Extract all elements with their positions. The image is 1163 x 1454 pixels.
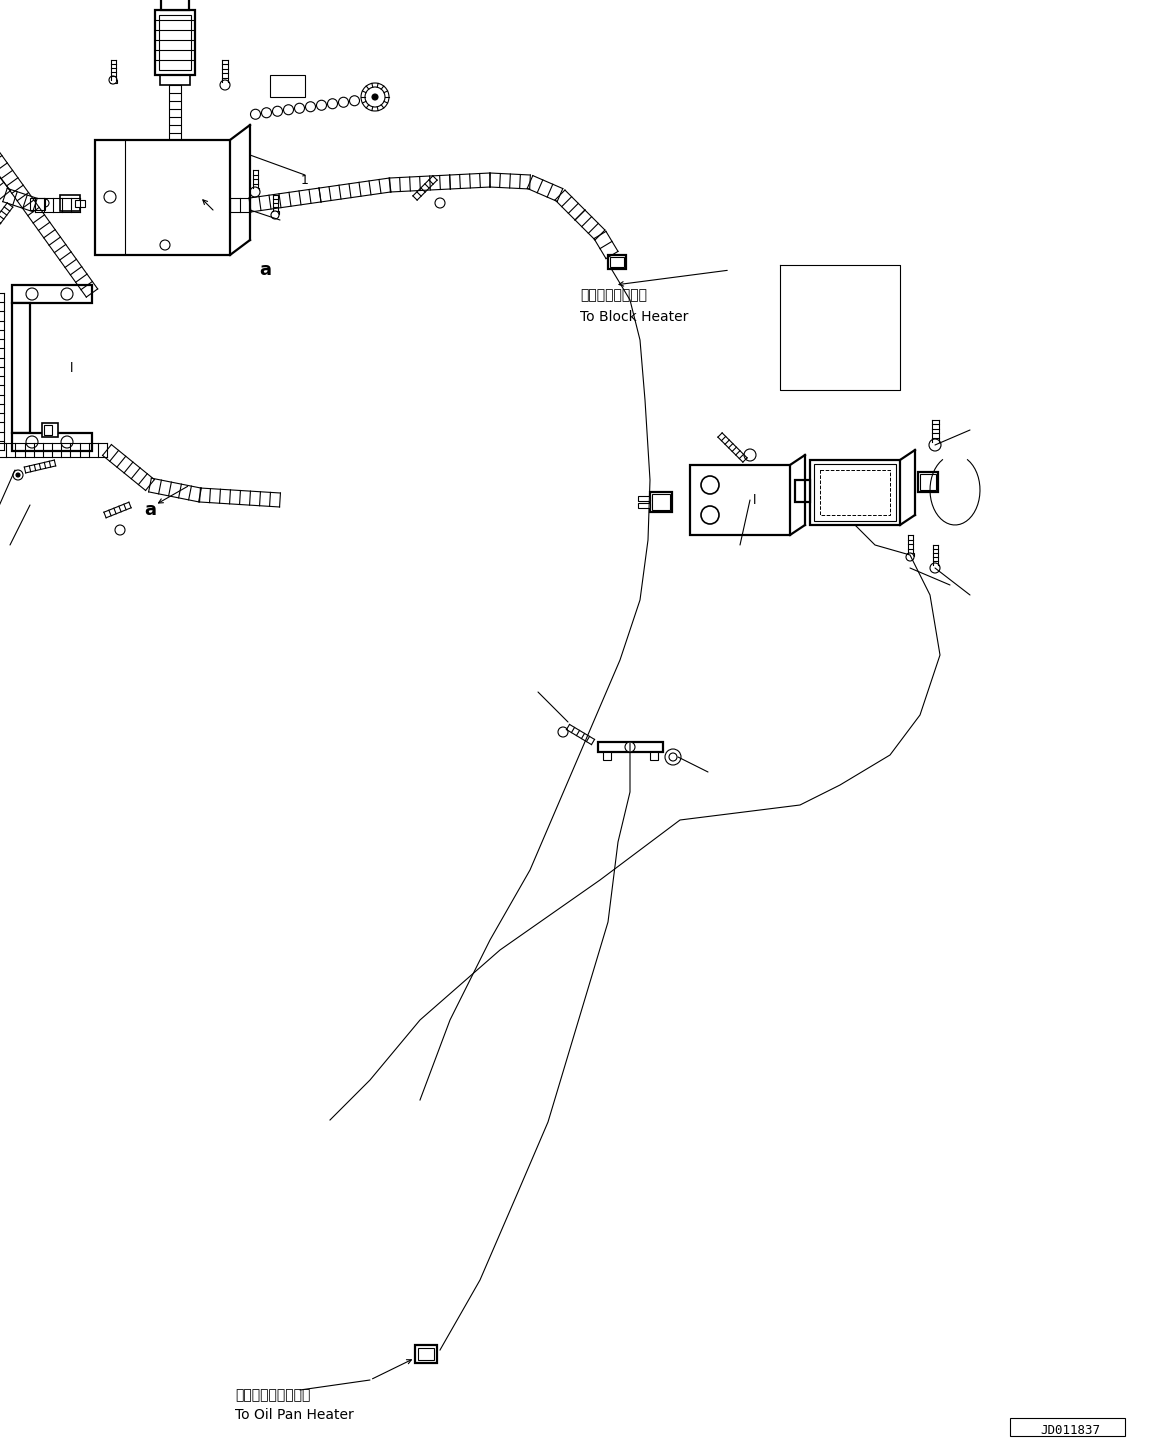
Text: JD011837: JD011837: [1040, 1423, 1100, 1437]
Circle shape: [372, 95, 378, 100]
Circle shape: [26, 436, 38, 448]
Circle shape: [338, 97, 349, 108]
Circle shape: [669, 753, 677, 760]
Circle shape: [701, 475, 719, 494]
Circle shape: [60, 436, 73, 448]
Bar: [650, 491, 672, 512]
Circle shape: [250, 188, 261, 196]
Bar: [918, 473, 939, 491]
Circle shape: [160, 240, 170, 250]
Bar: [12, 302, 30, 433]
Circle shape: [271, 211, 279, 220]
Circle shape: [26, 288, 38, 300]
Bar: [930, 442, 940, 445]
Bar: [820, 470, 890, 515]
Circle shape: [272, 106, 283, 116]
Bar: [920, 474, 936, 490]
Text: a: a: [259, 262, 271, 279]
Bar: [109, 80, 116, 83]
Bar: [638, 503, 650, 507]
Circle shape: [558, 727, 568, 737]
Circle shape: [220, 80, 230, 90]
Circle shape: [625, 742, 635, 752]
Bar: [44, 425, 52, 435]
Circle shape: [284, 105, 293, 115]
Bar: [690, 465, 790, 535]
Bar: [74, 201, 85, 206]
Text: l: l: [70, 362, 73, 375]
Circle shape: [906, 553, 914, 561]
Circle shape: [744, 449, 756, 461]
Bar: [12, 433, 92, 451]
Text: To Oil Pan Heater: To Oil Pan Heater: [235, 1407, 354, 1422]
Bar: [602, 752, 611, 760]
Bar: [60, 195, 80, 211]
Bar: [12, 285, 92, 302]
Bar: [608, 254, 626, 269]
Bar: [221, 81, 229, 84]
Circle shape: [316, 100, 327, 111]
Bar: [418, 1348, 434, 1359]
Circle shape: [109, 76, 117, 84]
Circle shape: [306, 102, 315, 112]
Bar: [809, 459, 900, 525]
Circle shape: [104, 190, 116, 204]
Bar: [160, 76, 190, 84]
Circle shape: [930, 563, 940, 573]
Bar: [906, 553, 913, 555]
Bar: [598, 742, 663, 752]
Bar: [271, 211, 278, 214]
Bar: [42, 423, 58, 438]
Circle shape: [41, 199, 49, 206]
Circle shape: [350, 96, 359, 106]
Bar: [251, 188, 258, 190]
Circle shape: [115, 525, 124, 535]
Bar: [95, 140, 230, 254]
Bar: [30, 198, 45, 209]
Bar: [270, 76, 305, 97]
Text: 1: 1: [301, 173, 309, 186]
Text: a: a: [144, 502, 156, 519]
Circle shape: [13, 470, 23, 480]
Bar: [932, 566, 939, 567]
Bar: [814, 464, 896, 521]
Circle shape: [60, 288, 73, 300]
Text: オイルパンヒータヘ: オイルパンヒータヘ: [235, 1389, 311, 1402]
Bar: [650, 752, 658, 760]
Circle shape: [929, 439, 941, 451]
Text: ブロックヒータヘ: ブロックヒータヘ: [580, 288, 647, 302]
Bar: [155, 10, 195, 76]
Circle shape: [665, 749, 682, 765]
Text: l: l: [754, 493, 757, 506]
Bar: [795, 480, 809, 502]
Text: To Block Heater: To Block Heater: [580, 310, 688, 324]
Bar: [611, 257, 625, 268]
Bar: [159, 15, 191, 70]
Bar: [652, 494, 670, 510]
Circle shape: [435, 198, 445, 208]
Circle shape: [361, 83, 388, 111]
Circle shape: [365, 87, 385, 108]
Bar: [415, 1345, 437, 1362]
Bar: [1009, 1418, 1125, 1437]
Circle shape: [328, 99, 337, 109]
Circle shape: [262, 108, 271, 118]
Bar: [160, 0, 190, 10]
Circle shape: [250, 109, 261, 119]
Circle shape: [16, 473, 20, 477]
Circle shape: [294, 103, 305, 113]
Bar: [638, 496, 650, 502]
Circle shape: [701, 506, 719, 523]
